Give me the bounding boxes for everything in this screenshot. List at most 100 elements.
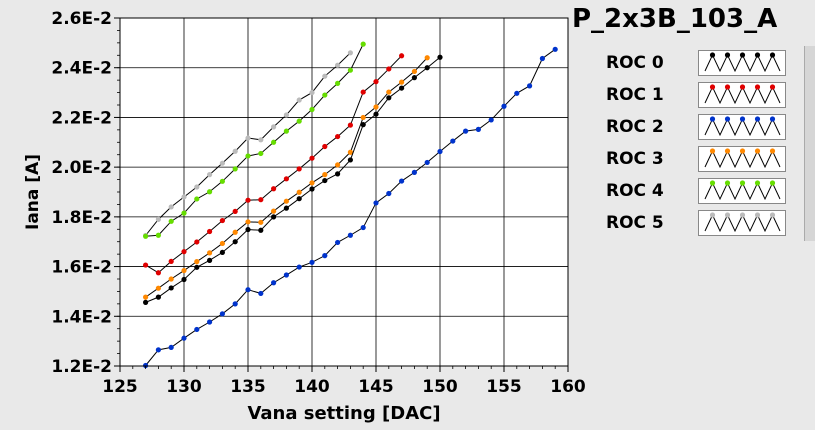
data-point [219, 160, 225, 166]
data-point [283, 272, 289, 278]
legend-swatch-graphic [704, 212, 781, 233]
legend-marker [709, 180, 716, 186]
data-point [181, 194, 187, 200]
data-point [296, 196, 302, 202]
data-point [245, 219, 251, 225]
data-point [219, 178, 225, 184]
data-point [245, 226, 251, 233]
data-point [309, 89, 315, 96]
data-point [155, 216, 161, 222]
data-point [386, 190, 392, 197]
data-point [168, 285, 174, 291]
legend-marker [709, 52, 716, 58]
legend-swatch-graphic [704, 180, 781, 201]
data-point [539, 55, 546, 62]
data-point [258, 290, 264, 297]
data-point [271, 280, 277, 286]
legend-marker [769, 180, 776, 186]
legend-marker [724, 116, 731, 122]
series-roc-2 [143, 46, 558, 369]
data-point [335, 62, 341, 68]
legend-marker [724, 84, 731, 90]
data-point [271, 124, 277, 130]
data-point [360, 224, 366, 231]
legend-item: ROC 5 [594, 208, 806, 238]
data-point [207, 228, 213, 235]
x-tick-label: 125 [102, 377, 138, 397]
data-point [232, 229, 238, 235]
data-point [271, 139, 277, 145]
legend-marker [769, 116, 776, 122]
data-point [283, 198, 289, 204]
legend-marker [709, 212, 716, 218]
data-point [258, 197, 264, 203]
data-point [322, 92, 328, 98]
legend-marker [754, 116, 761, 122]
data-point [155, 294, 161, 300]
data-point [168, 258, 174, 264]
legend-label: ROC 0 [606, 53, 664, 73]
legend-marker [709, 84, 716, 90]
data-point [360, 89, 366, 95]
data-point [245, 287, 251, 293]
legend-marker [739, 84, 746, 90]
data-point [168, 204, 174, 210]
data-point [450, 138, 456, 144]
data-point [219, 217, 225, 224]
legend-marker [754, 148, 761, 154]
data-point [143, 299, 149, 305]
data-point [283, 205, 289, 211]
data-point [181, 210, 187, 216]
data-point [245, 135, 251, 141]
legend-marker [739, 180, 746, 186]
data-point [309, 106, 315, 113]
legend-marker [754, 84, 761, 90]
data-point [168, 276, 174, 282]
legend-marker [724, 148, 731, 154]
legend-marker [724, 212, 731, 218]
y-tick-label: 1.2E-2 [51, 357, 112, 377]
series-roc-0 [143, 54, 443, 305]
legend-label: ROC 3 [606, 149, 664, 169]
data-point [207, 250, 213, 256]
data-point [143, 262, 149, 268]
data-point [527, 83, 533, 89]
data-point [232, 239, 238, 245]
data-point [283, 128, 289, 134]
data-point [399, 79, 405, 85]
legend-marker [754, 180, 761, 186]
data-point [347, 122, 353, 128]
y-tick-label: 2.2E-2 [51, 108, 112, 128]
data-point [194, 259, 200, 265]
legend-label: ROC 5 [606, 213, 664, 233]
data-point [194, 184, 200, 190]
data-point [271, 208, 277, 214]
data-point [322, 73, 328, 79]
legend-scrollbar[interactable] [804, 46, 815, 241]
data-point [347, 232, 353, 238]
data-point [335, 162, 341, 168]
data-point [347, 50, 353, 56]
legend-marker [709, 116, 716, 122]
x-tick-label: 135 [230, 377, 266, 397]
legend: ROC 0 ROC 1 ROC 2 ROC 3 ROC 4 ROC 5 [594, 46, 806, 241]
series-roc-4 [143, 41, 366, 239]
data-point [335, 80, 341, 86]
legend-marker [754, 212, 761, 218]
data-point [168, 218, 174, 224]
data-point [283, 176, 289, 182]
data-point [488, 117, 494, 123]
legend-marker [769, 148, 776, 154]
data-point [373, 79, 379, 85]
data-point [514, 90, 520, 96]
data-point [411, 169, 417, 175]
data-point [296, 264, 302, 270]
legend-marker [739, 52, 746, 58]
data-point [258, 219, 264, 225]
data-point [155, 347, 161, 353]
legend-marker [769, 212, 776, 218]
data-point [411, 68, 417, 75]
legend-swatch [698, 114, 786, 140]
data-point [347, 67, 353, 73]
data-point [360, 122, 366, 128]
